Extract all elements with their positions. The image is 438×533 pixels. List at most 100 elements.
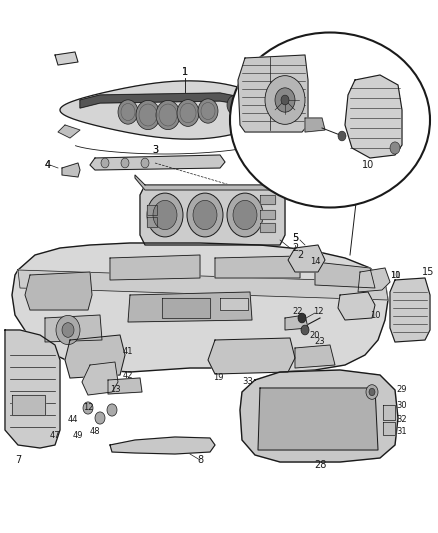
Circle shape	[118, 100, 138, 124]
Circle shape	[369, 389, 375, 395]
Circle shape	[298, 313, 306, 323]
Polygon shape	[315, 262, 375, 288]
Circle shape	[153, 200, 177, 230]
Text: 10: 10	[390, 271, 400, 279]
Ellipse shape	[230, 33, 430, 207]
Text: 7: 7	[15, 455, 21, 465]
Circle shape	[147, 193, 183, 237]
Polygon shape	[80, 93, 245, 108]
Circle shape	[227, 193, 263, 237]
Text: 41: 41	[123, 348, 133, 357]
Circle shape	[56, 316, 80, 345]
Polygon shape	[12, 395, 45, 415]
Text: 48: 48	[90, 427, 100, 437]
Polygon shape	[18, 270, 388, 300]
Text: 32: 32	[397, 416, 407, 424]
Text: 3: 3	[152, 145, 158, 155]
Polygon shape	[345, 75, 402, 158]
Text: 10: 10	[370, 311, 380, 319]
Text: 3: 3	[152, 145, 158, 155]
Polygon shape	[110, 437, 215, 454]
Polygon shape	[147, 205, 157, 215]
Circle shape	[265, 76, 305, 124]
Text: 12: 12	[313, 308, 323, 317]
Circle shape	[121, 158, 129, 168]
Polygon shape	[338, 292, 375, 320]
Text: 23: 23	[314, 337, 325, 346]
Polygon shape	[82, 362, 118, 395]
Polygon shape	[45, 315, 102, 342]
Circle shape	[198, 99, 218, 123]
Circle shape	[338, 131, 346, 141]
Circle shape	[107, 404, 117, 416]
Circle shape	[301, 325, 309, 335]
Circle shape	[83, 402, 93, 414]
Polygon shape	[383, 422, 395, 435]
Circle shape	[233, 200, 257, 230]
Polygon shape	[147, 217, 157, 227]
Polygon shape	[383, 405, 395, 420]
Polygon shape	[215, 256, 300, 278]
Text: 14: 14	[310, 257, 320, 266]
Polygon shape	[240, 370, 398, 462]
Polygon shape	[305, 118, 325, 132]
Text: 22: 22	[293, 308, 303, 317]
Circle shape	[156, 100, 180, 130]
Polygon shape	[60, 81, 270, 139]
Polygon shape	[110, 255, 200, 280]
Polygon shape	[162, 298, 210, 318]
Text: 8: 8	[197, 455, 203, 465]
Text: 2: 2	[297, 250, 303, 260]
Text: 33: 33	[243, 377, 253, 386]
Polygon shape	[288, 245, 325, 272]
Text: 47: 47	[49, 431, 60, 440]
Polygon shape	[238, 55, 308, 132]
Circle shape	[141, 158, 149, 168]
Text: 2: 2	[292, 243, 298, 253]
Text: 19: 19	[213, 374, 223, 383]
Text: 1: 1	[182, 67, 188, 77]
Text: 29: 29	[397, 385, 407, 394]
Polygon shape	[260, 210, 275, 219]
Polygon shape	[140, 185, 285, 245]
Polygon shape	[390, 278, 430, 342]
Text: 49: 49	[73, 431, 83, 440]
Polygon shape	[260, 223, 275, 232]
Polygon shape	[135, 175, 290, 190]
Polygon shape	[208, 338, 295, 374]
Polygon shape	[220, 298, 248, 310]
Polygon shape	[260, 195, 275, 204]
Circle shape	[187, 193, 223, 237]
Circle shape	[101, 158, 109, 168]
Polygon shape	[25, 272, 92, 310]
Polygon shape	[55, 52, 78, 65]
Polygon shape	[62, 163, 80, 177]
Text: 13: 13	[110, 385, 120, 394]
Circle shape	[95, 412, 105, 424]
Polygon shape	[90, 155, 225, 170]
Text: 30: 30	[397, 400, 407, 409]
Text: 15: 15	[422, 267, 434, 277]
Text: 5: 5	[292, 233, 298, 243]
Text: 44: 44	[68, 416, 78, 424]
Text: 4: 4	[45, 160, 51, 170]
Circle shape	[299, 177, 305, 184]
Text: 4: 4	[45, 160, 51, 170]
Circle shape	[390, 142, 400, 154]
Text: 28: 28	[314, 460, 326, 470]
Polygon shape	[258, 388, 378, 450]
Circle shape	[62, 322, 74, 337]
Text: 20: 20	[310, 330, 320, 340]
Text: 5: 5	[292, 233, 298, 243]
Text: 11: 11	[390, 271, 400, 279]
Polygon shape	[285, 315, 308, 330]
Circle shape	[227, 95, 243, 115]
Circle shape	[275, 88, 295, 112]
Polygon shape	[58, 125, 80, 138]
Polygon shape	[5, 330, 60, 448]
Circle shape	[281, 95, 289, 105]
Circle shape	[366, 385, 378, 399]
Polygon shape	[12, 243, 388, 372]
Polygon shape	[358, 268, 390, 292]
Text: 42: 42	[123, 370, 133, 379]
